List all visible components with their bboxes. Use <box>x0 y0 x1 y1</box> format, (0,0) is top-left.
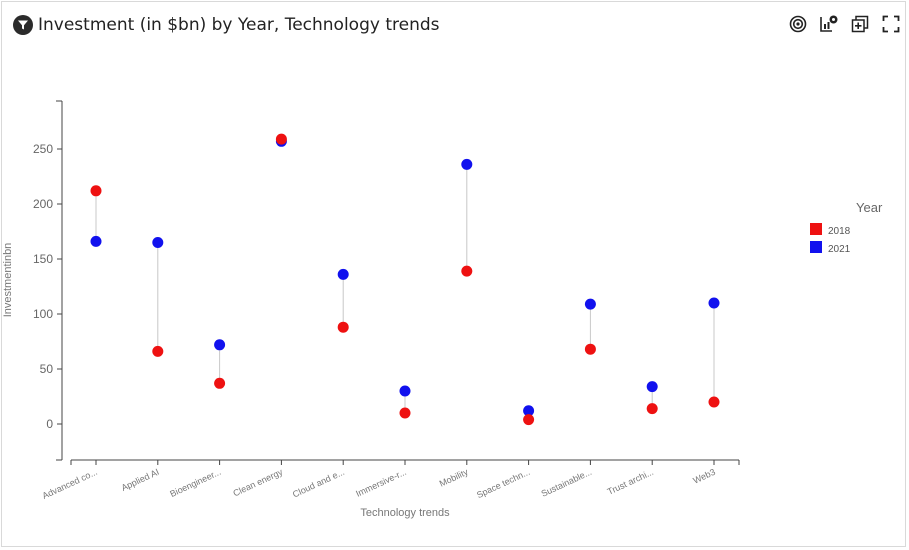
filter-funnel-icon[interactable] <box>13 15 33 35</box>
x-tick-label-9: Trust archi... <box>606 467 655 497</box>
chart-title: Investment (in $bn) by Year, Technology … <box>38 15 440 35</box>
point-2021-10 <box>708 297 720 309</box>
point-2021-5 <box>399 385 411 397</box>
point-2018-2 <box>214 377 226 389</box>
x-tick-label-1: Applied AI <box>120 467 161 493</box>
legend-swatch-2018[interactable] <box>810 223 822 235</box>
legend-title: Year <box>856 200 883 215</box>
x-tick-label-7: Space techn... <box>475 467 531 500</box>
data-points <box>90 133 720 426</box>
point-2021-1 <box>152 237 164 248</box>
point-2018-7 <box>523 414 535 426</box>
y-axis-title: Investmentinbn <box>2 243 14 318</box>
y-axis: 0 50 100 150 200 250 <box>33 100 63 461</box>
point-2021-7 <box>523 405 535 417</box>
legend-swatch-2021[interactable] <box>810 241 822 253</box>
panel-header: Investment (in $bn) by Year, Technology … <box>13 12 440 38</box>
y-tick-label-0: 0 <box>46 417 53 431</box>
legend: Year 2018 2021 <box>810 200 883 255</box>
x-axis: Advanced co... Applied AI Bioengineer... Cl… <box>41 459 740 501</box>
point-2018-5 <box>399 407 411 419</box>
point-2018-8 <box>584 343 596 355</box>
y-tick-label-100: 100 <box>33 307 53 321</box>
x-tick-label-3: Clean energy <box>231 467 284 499</box>
point-2018-1 <box>152 345 164 357</box>
x-tick-label-0: Advanced co... <box>41 467 99 501</box>
point-2021-9 <box>646 381 658 393</box>
point-2021-8 <box>584 298 596 310</box>
legend-label-2018[interactable]: 2018 <box>828 226 851 237</box>
point-2021-0 <box>90 235 102 247</box>
y-tick-label-150: 150 <box>33 252 53 266</box>
point-2018-0 <box>90 185 102 197</box>
x-tick-label-5: Immersive-r... <box>354 467 408 499</box>
point-2021-6 <box>461 158 473 170</box>
add-to-canvas-icon[interactable] <box>850 14 870 34</box>
x-tick-label-2: Bioengineer... <box>168 467 222 499</box>
point-2018-3 <box>275 133 287 145</box>
point-2018-10 <box>708 396 720 408</box>
point-2021-4 <box>337 268 349 280</box>
y-tick-label-200: 200 <box>33 197 53 211</box>
fullscreen-icon[interactable] <box>881 14 901 34</box>
chart-toolbar <box>788 14 901 34</box>
x-tick-label-6: Mobility <box>438 467 470 489</box>
legend-label-2021[interactable]: 2021 <box>828 244 851 255</box>
y-tick-label-250: 250 <box>33 142 53 156</box>
point-2018-9 <box>646 403 658 415</box>
chart-options-icon[interactable] <box>819 14 839 34</box>
point-2021-2 <box>214 339 226 351</box>
x-axis-title: Technology trends <box>360 507 450 519</box>
dumbbell-connectors <box>95 139 715 420</box>
y-tick-label-50: 50 <box>40 362 54 376</box>
x-tick-label-10: Web3 <box>691 467 716 486</box>
point-2018-4 <box>337 321 349 333</box>
target-icon[interactable] <box>788 14 808 34</box>
x-tick-label-4: Cloud and e... <box>291 467 346 500</box>
x-tick-label-8: Sustainable... <box>540 467 594 499</box>
point-2018-6 <box>461 265 473 277</box>
